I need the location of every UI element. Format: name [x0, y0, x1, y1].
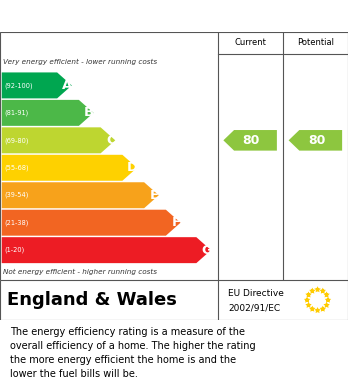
Text: F: F [172, 216, 181, 229]
Text: A: A [62, 79, 72, 92]
Polygon shape [223, 130, 277, 151]
Polygon shape [304, 297, 310, 303]
Text: Very energy efficient - lower running costs: Very energy efficient - lower running co… [3, 59, 158, 65]
Polygon shape [2, 155, 137, 181]
Polygon shape [305, 302, 312, 308]
Text: Potential: Potential [297, 38, 334, 47]
Text: D: D [127, 161, 138, 174]
Text: England & Wales: England & Wales [7, 291, 177, 309]
Polygon shape [323, 302, 330, 308]
Text: 80: 80 [243, 134, 260, 147]
Polygon shape [314, 307, 321, 313]
Polygon shape [2, 237, 211, 263]
Polygon shape [288, 130, 342, 151]
Polygon shape [2, 210, 181, 236]
Text: 2002/91/EC: 2002/91/EC [228, 303, 280, 312]
Polygon shape [323, 291, 330, 298]
Polygon shape [2, 100, 94, 126]
Text: Current: Current [234, 38, 266, 47]
Polygon shape [2, 72, 72, 99]
Text: G: G [201, 244, 212, 256]
Text: (21-38): (21-38) [5, 219, 29, 226]
Polygon shape [2, 127, 115, 153]
Text: E: E [150, 189, 159, 202]
Text: Not energy efficient - higher running costs: Not energy efficient - higher running co… [3, 269, 158, 275]
Polygon shape [314, 286, 321, 292]
Text: Energy Efficiency Rating: Energy Efficiency Rating [10, 7, 239, 25]
Text: (55-68): (55-68) [5, 165, 29, 171]
Polygon shape [319, 306, 326, 312]
Polygon shape [305, 291, 312, 298]
Text: C: C [106, 134, 116, 147]
Text: (92-100): (92-100) [5, 82, 33, 89]
Polygon shape [2, 182, 159, 208]
Polygon shape [309, 288, 316, 294]
Polygon shape [309, 306, 316, 312]
Text: (81-91): (81-91) [5, 109, 29, 116]
Polygon shape [325, 297, 331, 303]
Text: (69-80): (69-80) [5, 137, 29, 143]
Text: EU Directive: EU Directive [228, 289, 284, 298]
Text: (1-20): (1-20) [5, 247, 25, 253]
Polygon shape [319, 288, 326, 294]
Text: The energy efficiency rating is a measure of the
overall efficiency of a home. T: The energy efficiency rating is a measur… [10, 327, 256, 379]
Text: 80: 80 [308, 134, 325, 147]
Text: (39-54): (39-54) [5, 192, 29, 199]
Text: B: B [84, 106, 94, 119]
